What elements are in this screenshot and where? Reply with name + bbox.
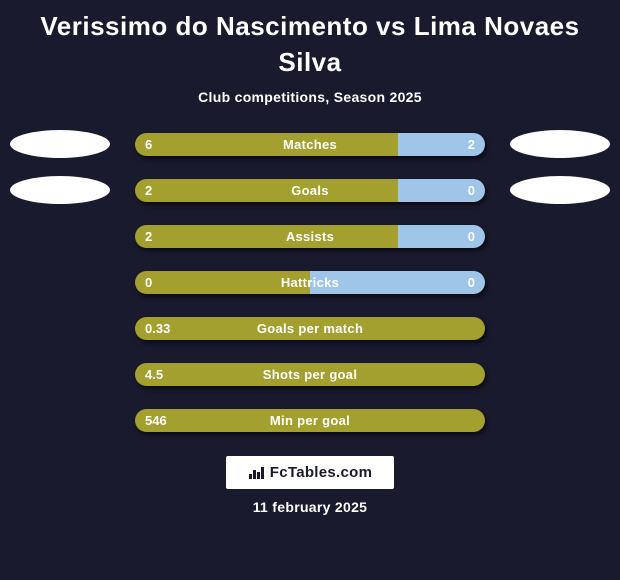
site-logo: FcTables.com	[226, 456, 395, 489]
footer: FcTables.com 11 february 2025	[226, 456, 395, 515]
stat-value-left: 6	[135, 133, 162, 156]
stat-value-right: 0	[458, 225, 485, 248]
stat-bar-left	[135, 133, 398, 156]
stat-bar-left	[135, 363, 485, 386]
stat-row: 62Matches	[0, 133, 620, 156]
stat-bar: 0.33Goals per match	[135, 317, 485, 340]
player-right-badge	[510, 130, 610, 158]
stat-bar: 20Assists	[135, 225, 485, 248]
stat-row: 20Goals	[0, 179, 620, 202]
stat-value-left: 2	[135, 225, 162, 248]
stat-bar: 546Min per goal	[135, 409, 485, 432]
stat-bar: 00Hattricks	[135, 271, 485, 294]
stat-value-left: 2	[135, 179, 162, 202]
stat-bar-left	[135, 179, 398, 202]
stat-bar: 4.5Shots per goal	[135, 363, 485, 386]
stat-value-right: 0	[458, 271, 485, 294]
stat-row: 0.33Goals per match	[0, 317, 620, 340]
stat-bar: 20Goals	[135, 179, 485, 202]
logo-text: FcTables.com	[270, 464, 373, 481]
stat-bar-left	[135, 409, 485, 432]
comparison-subtitle: Club competitions, Season 2025	[198, 89, 422, 105]
stat-bar-left	[135, 225, 398, 248]
stat-row: 20Assists	[0, 225, 620, 248]
stat-row: 4.5Shots per goal	[0, 363, 620, 386]
stats-area: 62Matches20Goals20Assists00Hattricks0.33…	[0, 133, 620, 432]
stat-bar-left	[135, 317, 485, 340]
chart-icon	[248, 464, 264, 480]
stat-row: 546Min per goal	[0, 409, 620, 432]
stat-bar: 62Matches	[135, 133, 485, 156]
stat-value-left: 0	[135, 271, 162, 294]
footer-date: 11 february 2025	[253, 499, 368, 515]
player-left-badge	[10, 176, 110, 204]
stat-value-left: 0.33	[135, 317, 180, 340]
stat-row: 00Hattricks	[0, 271, 620, 294]
stat-value-right: 2	[458, 133, 485, 156]
player-right-badge	[510, 176, 610, 204]
comparison-title: Verissimo do Nascimento vs Lima Novaes S…	[0, 0, 620, 81]
player-left-badge	[10, 130, 110, 158]
stat-value-right: 0	[458, 179, 485, 202]
stat-value-left: 4.5	[135, 363, 173, 386]
stat-value-left: 546	[135, 409, 177, 432]
